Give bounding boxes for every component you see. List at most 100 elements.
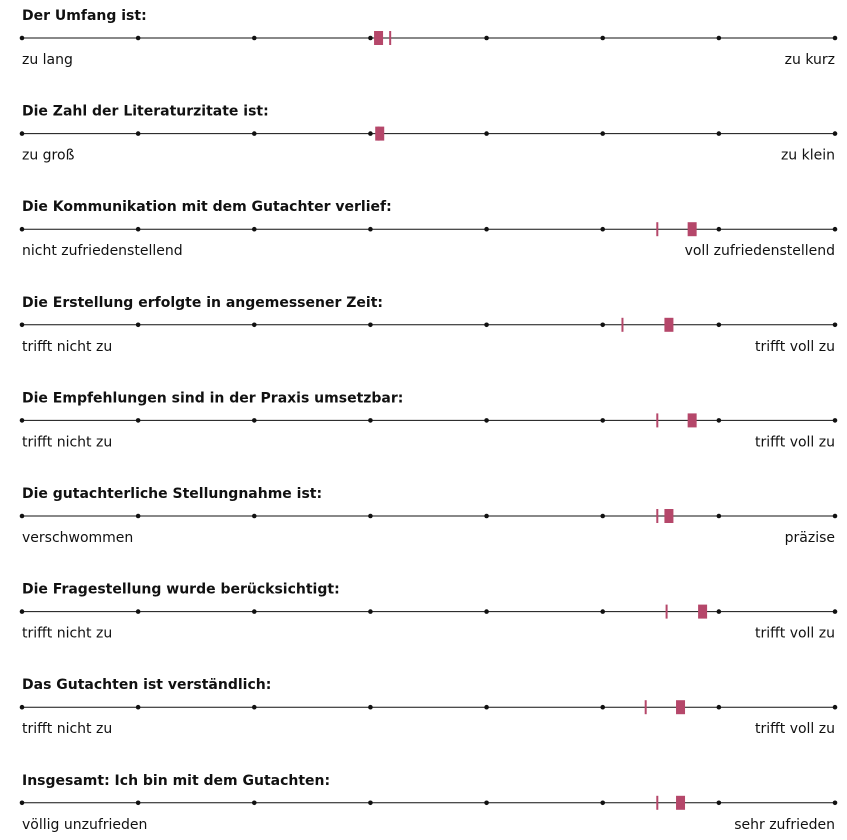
median-mark (656, 509, 659, 523)
scale-dot (19, 226, 25, 232)
scale-dot (368, 322, 373, 328)
scale-dot (251, 322, 257, 328)
scale-dot (251, 226, 257, 232)
scale-dot (600, 35, 606, 41)
median-mark (656, 795, 659, 810)
question-title: Die gutachterliche Stellungnahme ist: (22, 486, 322, 502)
right-label: präzise (785, 530, 835, 546)
scale-dot (716, 322, 722, 328)
scale-dot (832, 609, 838, 614)
median-mark (656, 222, 659, 237)
scale-dot (484, 513, 489, 519)
mean-mark (676, 795, 686, 810)
scale-dot (716, 513, 722, 519)
left-label: völlig unzufrieden (22, 817, 147, 833)
scale-dot (832, 418, 838, 423)
scale-dot (135, 226, 141, 232)
scale-dot (251, 35, 257, 41)
scale-dot (600, 131, 606, 136)
scale-dot (368, 704, 373, 710)
question-title: Das Gutachten ist verständlich: (22, 677, 271, 693)
scale-dot (251, 418, 257, 423)
scale-dot (716, 226, 722, 232)
scale-dot (19, 35, 25, 41)
scale-dot (832, 800, 838, 806)
median-mark (644, 700, 647, 715)
mean-mark (374, 31, 384, 45)
scale-dot (251, 704, 257, 710)
mean-mark (698, 604, 708, 619)
scale-dot (716, 800, 722, 806)
scale-dot (251, 131, 257, 136)
median-mark (665, 604, 668, 619)
scale-dot (19, 609, 25, 614)
mean-mark (375, 126, 385, 141)
scale-dot (484, 35, 489, 41)
left-label: trifft nicht zu (22, 339, 112, 355)
scale-dot (484, 800, 489, 806)
scale-dot (832, 513, 838, 519)
scale-dot (484, 704, 489, 710)
median-mark (389, 31, 392, 45)
mean-mark (676, 700, 686, 715)
scale-dot (251, 513, 257, 519)
scale-dot (368, 35, 373, 41)
median-mark (656, 413, 659, 428)
mean-mark (687, 413, 697, 428)
scale-dot (484, 322, 489, 328)
scale-dot (368, 418, 373, 423)
scale-dot (832, 226, 838, 232)
scale-dot (368, 609, 373, 614)
scale-dot (368, 226, 373, 232)
scale-dot (484, 131, 489, 136)
scale-dot (716, 131, 722, 136)
mean-mark (687, 222, 697, 237)
median-mark (621, 317, 624, 332)
right-label: trifft voll zu (755, 339, 835, 355)
scale-dot (832, 322, 838, 328)
scale-dot (716, 704, 722, 710)
left-label: zu groß (22, 148, 75, 164)
scale-dot (484, 226, 489, 232)
scale-dot (135, 704, 141, 710)
right-label: zu kurz (785, 52, 835, 68)
scale-dot (600, 704, 606, 710)
question-title: Die Erstellung erfolgte in angemessener … (22, 295, 383, 311)
left-label: trifft nicht zu (22, 434, 112, 450)
scale-dot (135, 513, 141, 519)
question-title: Insgesamt: Ich bin mit dem Gutachten: (22, 773, 330, 789)
scale-dot (135, 131, 141, 136)
scale-dot (135, 800, 141, 806)
right-label: trifft voll zu (755, 721, 835, 737)
question-title: Die Kommunikation mit dem Gutachter verl… (22, 199, 392, 215)
scale-dot (832, 131, 838, 136)
question-title: Die Empfehlungen sind in der Praxis umse… (22, 390, 403, 406)
right-label: sehr zufrieden (734, 817, 835, 833)
right-label: zu klein (781, 148, 835, 164)
right-label: voll zufriedenstellend (685, 243, 835, 259)
scale-dot (368, 800, 373, 806)
scale-dot (368, 513, 373, 519)
left-label: verschwommen (22, 530, 133, 546)
question-title: Die Zahl der Literaturzitate ist: (22, 104, 269, 120)
scale-dot (19, 513, 25, 519)
scale-dot (135, 609, 141, 614)
scale-dot (135, 35, 141, 41)
scale-dot (135, 418, 141, 423)
scale-dot (716, 418, 722, 423)
scale-dot (600, 418, 606, 423)
left-label: trifft nicht zu (22, 721, 112, 737)
scale-dot (368, 131, 373, 136)
scale-dot (19, 704, 25, 710)
right-label: trifft voll zu (755, 626, 835, 642)
scale-dot (19, 800, 25, 806)
scale-dot (600, 322, 606, 328)
mean-mark (664, 317, 674, 332)
scale-dot (135, 322, 141, 328)
scale-dot (251, 800, 257, 806)
mean-mark (664, 509, 674, 523)
scale-dot (251, 609, 257, 614)
scale-dot (19, 418, 25, 423)
scale-dot (716, 609, 722, 614)
